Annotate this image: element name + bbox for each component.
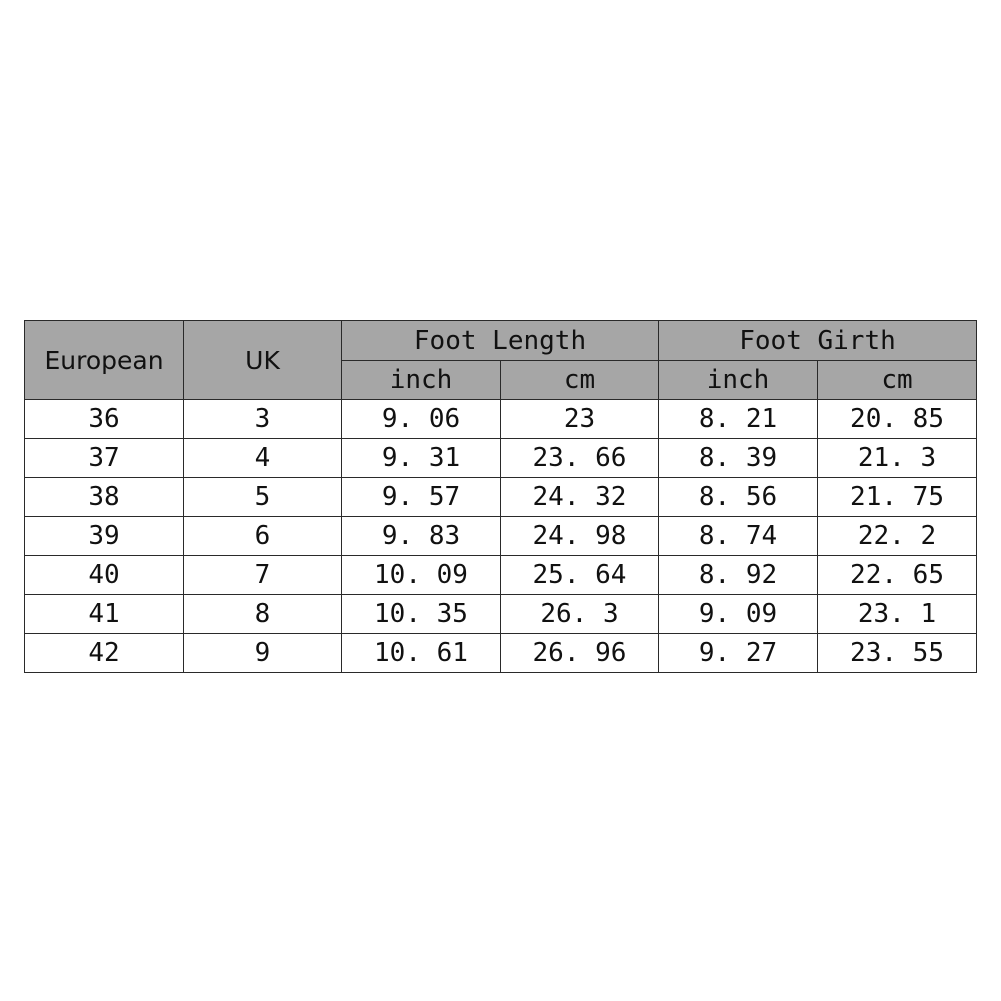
- cell-uk: 4: [183, 438, 342, 478]
- header-foot-length: Foot Length: [341, 320, 659, 361]
- header-length-cm: cm: [500, 360, 659, 400]
- cell-girth-cm: 21. 3: [816, 438, 978, 478]
- cell-length-inch: 9. 31: [341, 438, 501, 478]
- cell-girth-cm: 21. 75: [816, 477, 978, 517]
- cell-length-inch: 9. 57: [341, 477, 501, 517]
- cell-length-inch: 10. 35: [341, 594, 501, 634]
- table-row: 36 3 9. 06 23 8. 21 20. 85: [24, 399, 978, 439]
- cell-length-inch: 9. 83: [341, 516, 501, 556]
- header-unit-row: inch cm inch cm: [25, 360, 978, 400]
- size-chart-table: European UK Foot Length Foot Girth inch …: [24, 320, 978, 673]
- cell-european: 39: [24, 516, 184, 556]
- cell-uk: 9: [183, 633, 342, 673]
- table-body: 36 3 9. 06 23 8. 21 20. 85 37 4 9. 31 23…: [24, 399, 978, 673]
- cell-girth-inch: 8. 56: [658, 477, 818, 517]
- cell-uk: 8: [183, 594, 342, 634]
- cell-european: 37: [24, 438, 184, 478]
- cell-uk: 5: [183, 477, 342, 517]
- cell-length-inch: 9. 06: [341, 399, 501, 439]
- cell-european: 41: [24, 594, 184, 634]
- cell-girth-inch: 8. 39: [658, 438, 818, 478]
- cell-length-cm: 24. 32: [500, 477, 659, 517]
- table-row: 37 4 9. 31 23. 66 8. 39 21. 3: [24, 438, 978, 478]
- table-header: European UK Foot Length Foot Girth inch …: [24, 320, 978, 400]
- cell-girth-cm: 22. 65: [816, 555, 978, 595]
- cell-girth-cm: 23. 1: [816, 594, 978, 634]
- table-row: 40 7 10. 09 25. 64 8. 92 22. 65: [24, 555, 978, 595]
- table-row: 41 8 10. 35 26. 3 9. 09 23. 1: [24, 594, 978, 634]
- table-row: 42 9 10. 61 26. 96 9. 27 23. 55: [24, 633, 978, 673]
- cell-length-cm: 23: [500, 399, 659, 439]
- cell-uk: 7: [183, 555, 342, 595]
- cell-girth-inch: 9. 27: [658, 633, 818, 673]
- cell-uk: 6: [183, 516, 342, 556]
- cell-european: 38: [24, 477, 184, 517]
- cell-length-inch: 10. 09: [341, 555, 501, 595]
- cell-length-inch: 10. 61: [341, 633, 501, 673]
- cell-european: 36: [24, 399, 184, 439]
- cell-uk: 3: [183, 399, 342, 439]
- cell-length-cm: 26. 96: [500, 633, 659, 673]
- header-european: European: [24, 320, 184, 400]
- cell-girth-inch: 8. 21: [658, 399, 818, 439]
- cell-european: 42: [24, 633, 184, 673]
- cell-girth-cm: 20. 85: [816, 399, 978, 439]
- cell-girth-inch: 9. 09: [658, 594, 818, 634]
- header-girth-inch: inch: [658, 360, 818, 400]
- header-uk: UK: [183, 320, 342, 400]
- cell-length-cm: 24. 98: [500, 516, 659, 556]
- cell-length-cm: 26. 3: [500, 594, 659, 634]
- header-girth-cm: cm: [816, 360, 978, 400]
- header-group-row: European UK Foot Length Foot Girth: [24, 320, 978, 400]
- cell-length-cm: 25. 64: [500, 555, 659, 595]
- cell-european: 40: [24, 555, 184, 595]
- cell-girth-inch: 8. 92: [658, 555, 818, 595]
- cell-length-cm: 23. 66: [500, 438, 659, 478]
- header-length-inch: inch: [341, 360, 501, 400]
- table-row: 38 5 9. 57 24. 32 8. 56 21. 75: [24, 477, 978, 517]
- table-row: 39 6 9. 83 24. 98 8. 74 22. 2: [24, 516, 978, 556]
- header-foot-girth: Foot Girth: [657, 320, 978, 361]
- cell-girth-cm: 22. 2: [816, 516, 978, 556]
- cell-girth-cm: 23. 55: [816, 633, 978, 673]
- cell-girth-inch: 8. 74: [658, 516, 818, 556]
